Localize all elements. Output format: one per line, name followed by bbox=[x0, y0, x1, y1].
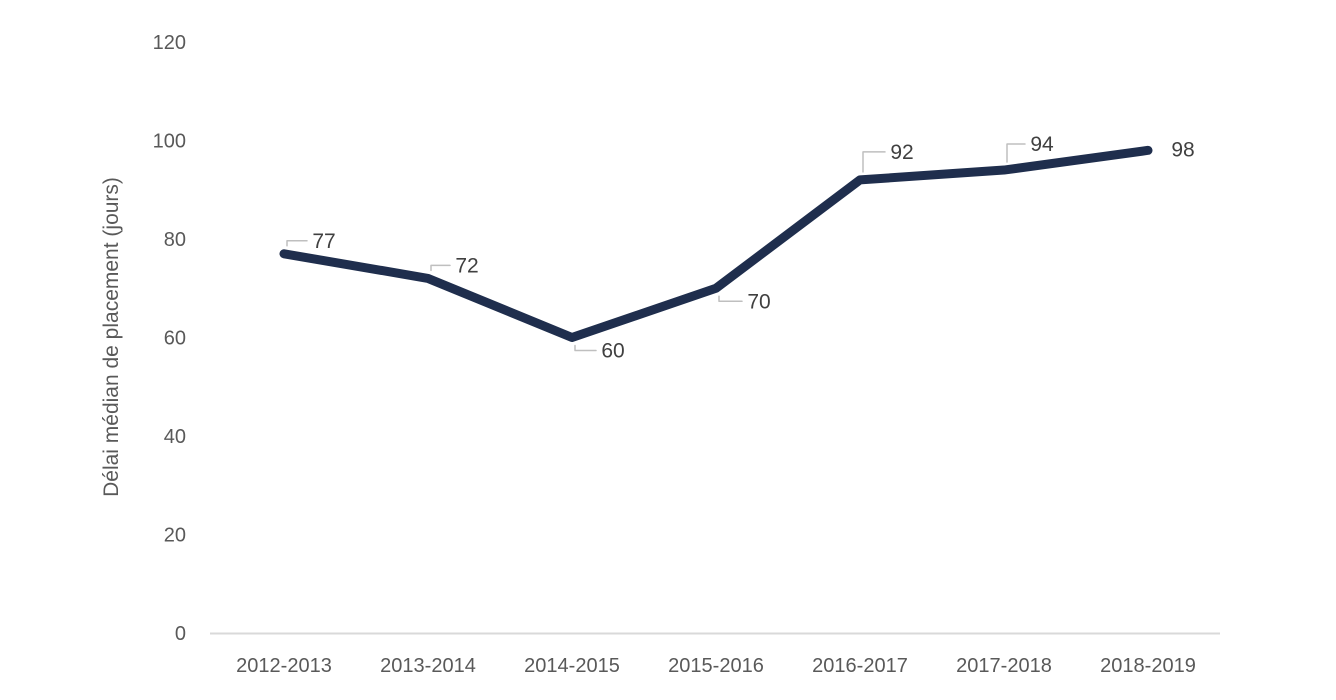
leader-line bbox=[862, 151, 886, 173]
y-tick-label: 80 bbox=[164, 229, 186, 251]
y-tick-label: 40 bbox=[164, 426, 186, 448]
y-axis-title: Délai médian de placement (jours) bbox=[100, 177, 123, 497]
data-label: 72 bbox=[455, 254, 478, 277]
leader-line bbox=[286, 240, 308, 247]
x-category-label: 2015-2016 bbox=[668, 655, 764, 677]
x-category-label: 2017-2018 bbox=[956, 655, 1052, 677]
leader-line bbox=[718, 295, 743, 302]
y-tick-label: 20 bbox=[164, 525, 186, 547]
y-tick-label: 120 bbox=[153, 32, 186, 54]
series-line bbox=[279, 145, 1153, 342]
data-label: 70 bbox=[747, 290, 770, 313]
x-axis-category-labels: 2012-2013 2013-2014 2014-2015 2015-2016 2016… bbox=[236, 655, 1196, 677]
x-category-label: 2012-2013 bbox=[236, 655, 332, 677]
data-labels: 77 72 60 70 92 94 98 bbox=[312, 133, 1194, 362]
y-axis-tick-labels: 0 20 40 60 80 100 120 bbox=[153, 32, 186, 645]
y-tick-label: 60 bbox=[164, 328, 186, 350]
x-category-label: 2018-2019 bbox=[1100, 655, 1196, 677]
data-label: 98 bbox=[1171, 138, 1194, 161]
leader-line bbox=[1006, 143, 1026, 163]
x-category-label: 2014-2015 bbox=[524, 655, 620, 677]
data-label: 92 bbox=[890, 141, 913, 164]
data-label-leader-lines bbox=[286, 143, 1026, 352]
data-label: 60 bbox=[601, 340, 624, 363]
leader-line bbox=[430, 264, 451, 272]
x-category-label: 2016-2017 bbox=[812, 655, 908, 677]
data-label: 77 bbox=[312, 230, 335, 253]
leader-line bbox=[574, 344, 597, 352]
y-tick-label: 0 bbox=[175, 623, 186, 645]
y-tick-label: 100 bbox=[153, 131, 186, 153]
data-label: 94 bbox=[1030, 133, 1054, 156]
x-category-label: 2013-2014 bbox=[380, 655, 476, 677]
